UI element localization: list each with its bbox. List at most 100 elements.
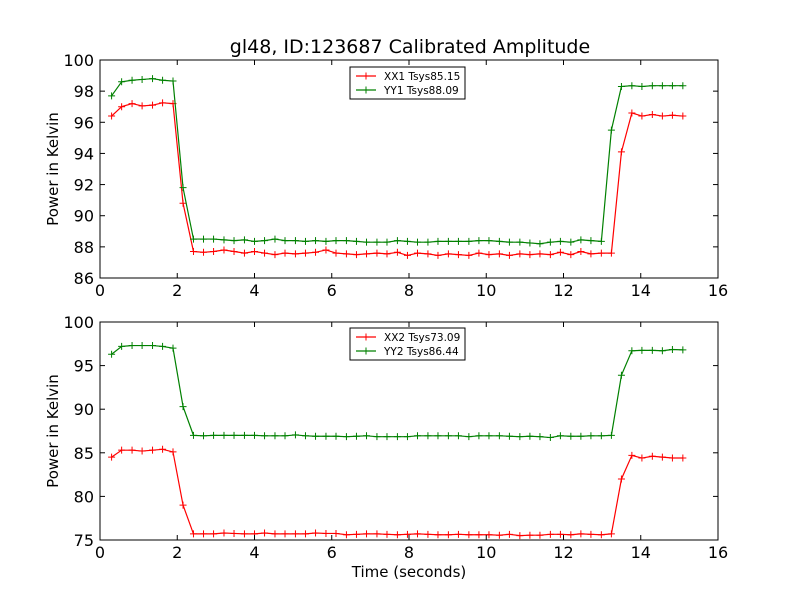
data-point bbox=[128, 100, 136, 108]
data-point bbox=[179, 199, 187, 207]
x-tick-label: 2 bbox=[172, 543, 182, 562]
y-tick-label: 95 bbox=[74, 357, 94, 376]
data-point bbox=[546, 238, 554, 246]
data-point bbox=[118, 342, 126, 350]
x-tick-label: 12 bbox=[553, 543, 573, 562]
legend-box bbox=[349, 327, 466, 361]
data-point bbox=[546, 251, 554, 259]
data-point bbox=[628, 82, 636, 90]
data-point bbox=[434, 432, 442, 440]
data-point bbox=[638, 454, 646, 462]
data-point bbox=[189, 235, 197, 243]
data-point bbox=[240, 249, 248, 257]
data-point bbox=[617, 371, 625, 379]
data-point bbox=[465, 433, 473, 441]
data-point bbox=[108, 112, 116, 120]
data-point bbox=[301, 530, 309, 538]
data-point bbox=[271, 251, 279, 259]
data-point bbox=[291, 431, 299, 439]
data-point bbox=[556, 432, 564, 440]
data-point bbox=[516, 433, 524, 441]
legend-swatch-marker bbox=[362, 86, 370, 94]
data-point bbox=[312, 237, 320, 245]
data-point bbox=[108, 453, 116, 461]
legend-swatch-marker bbox=[362, 347, 370, 355]
data-point bbox=[444, 237, 452, 245]
data-point bbox=[403, 251, 411, 259]
data-point bbox=[668, 111, 676, 119]
data-point bbox=[567, 432, 575, 440]
data-point bbox=[577, 248, 585, 256]
x-tick-label: 14 bbox=[631, 281, 651, 300]
data-point bbox=[434, 251, 442, 259]
data-point bbox=[424, 238, 432, 246]
data-point bbox=[138, 75, 146, 83]
data-point bbox=[373, 530, 381, 538]
y-axis-label: Power in Kelvin bbox=[44, 374, 62, 488]
y-tick-label: 85 bbox=[74, 444, 94, 463]
y-tick-label: 98 bbox=[74, 82, 94, 101]
data-point bbox=[638, 112, 646, 120]
x-tick-label: 8 bbox=[404, 543, 414, 562]
data-point bbox=[617, 148, 625, 156]
x-tick-label: 12 bbox=[553, 281, 573, 300]
data-point bbox=[587, 250, 595, 258]
data-point bbox=[607, 431, 615, 439]
data-point bbox=[383, 530, 391, 538]
data-point bbox=[322, 246, 330, 254]
data-point bbox=[179, 184, 187, 192]
data-point bbox=[495, 250, 503, 258]
data-point bbox=[220, 529, 228, 537]
data-point bbox=[138, 447, 146, 455]
data-point bbox=[301, 249, 309, 257]
data-point bbox=[251, 237, 258, 245]
data-point bbox=[169, 77, 177, 85]
data-point bbox=[465, 251, 473, 259]
data-point bbox=[342, 250, 350, 258]
data-point bbox=[281, 530, 289, 538]
data-point bbox=[301, 237, 309, 245]
x-axis-label: Time (seconds) bbox=[351, 563, 467, 581]
data-point bbox=[434, 531, 442, 539]
data-point bbox=[271, 235, 279, 243]
x-tick-label: 2 bbox=[172, 281, 182, 300]
y-tick-label: 90 bbox=[74, 207, 94, 226]
legend-box bbox=[349, 66, 466, 100]
data-point bbox=[648, 82, 656, 90]
data-point bbox=[322, 529, 330, 537]
data-point bbox=[118, 78, 126, 86]
data-point bbox=[628, 109, 636, 117]
data-point bbox=[597, 237, 605, 245]
data-point bbox=[505, 432, 513, 440]
data-point bbox=[118, 446, 126, 454]
data-point bbox=[291, 237, 299, 245]
data-point bbox=[505, 251, 513, 259]
data-point bbox=[342, 531, 350, 539]
data-point bbox=[567, 531, 575, 539]
data-point bbox=[485, 531, 493, 539]
data-point bbox=[424, 432, 432, 440]
data-point bbox=[128, 342, 136, 350]
data-point bbox=[516, 532, 524, 540]
data-point bbox=[179, 501, 187, 509]
data-point bbox=[485, 251, 493, 259]
data-point bbox=[332, 249, 340, 257]
data-point bbox=[648, 111, 656, 118]
data-point bbox=[444, 432, 452, 440]
data-point bbox=[159, 445, 167, 453]
data-point bbox=[271, 530, 279, 538]
data-point bbox=[383, 238, 391, 246]
x-tick-label: 6 bbox=[327, 543, 337, 562]
data-point bbox=[312, 248, 320, 256]
data-point bbox=[128, 446, 136, 454]
data-point bbox=[149, 75, 157, 83]
data-point bbox=[200, 235, 208, 243]
data-point bbox=[454, 251, 462, 259]
y-tick-label: 75 bbox=[74, 531, 94, 550]
y-tick-label: 90 bbox=[74, 400, 94, 419]
data-point bbox=[495, 531, 503, 539]
data-point bbox=[617, 82, 625, 90]
data-point bbox=[352, 251, 360, 259]
data-point bbox=[220, 431, 228, 439]
